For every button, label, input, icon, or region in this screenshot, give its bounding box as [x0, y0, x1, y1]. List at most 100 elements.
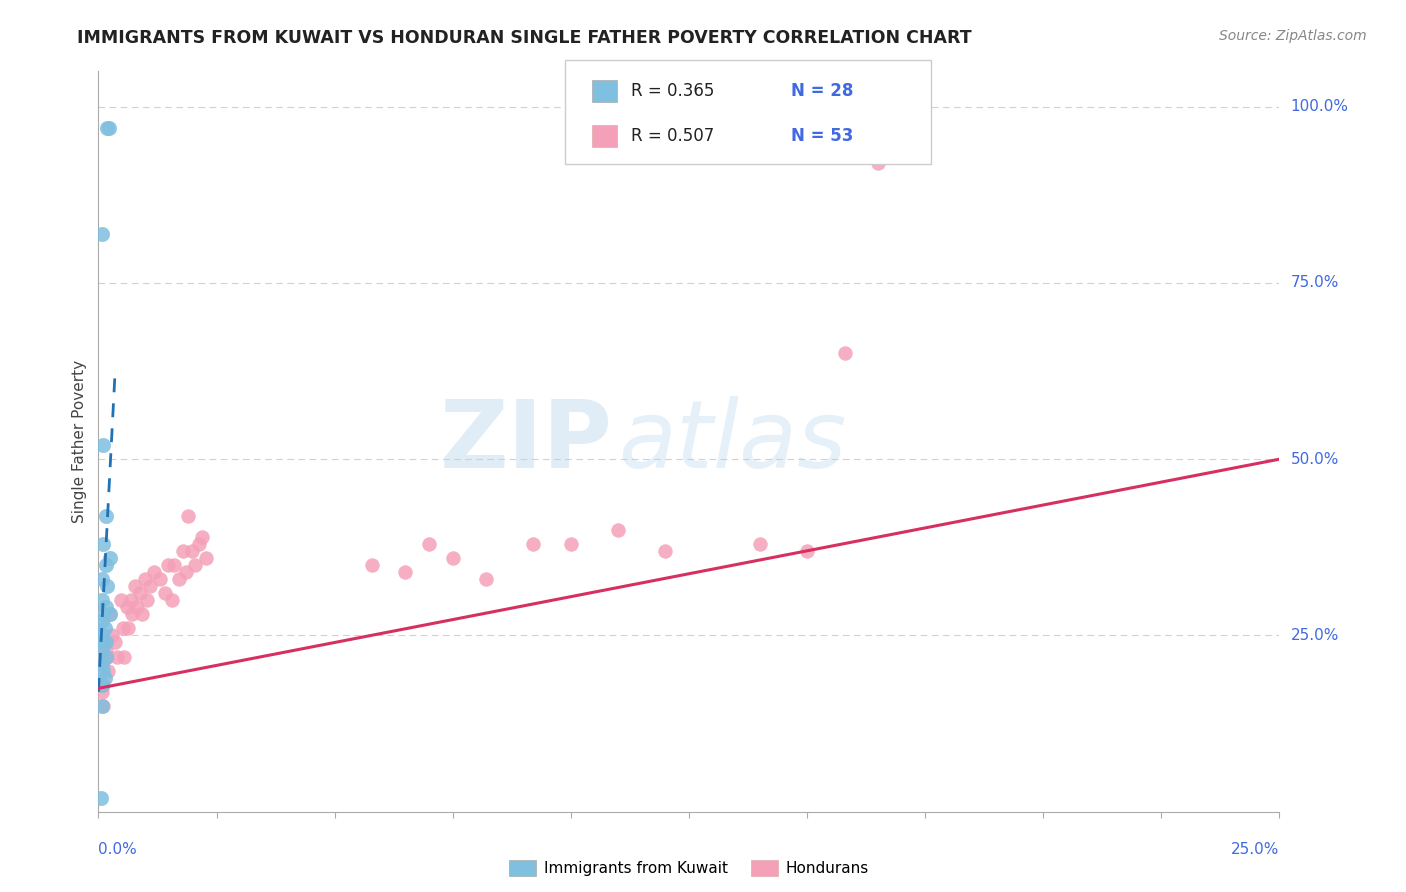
Point — [91, 698, 114, 713]
Point — [94, 558, 117, 572]
Point — [157, 558, 180, 572]
Text: ZIP: ZIP — [439, 395, 612, 488]
Point — [441, 550, 464, 565]
Point — [361, 558, 384, 572]
Point — [131, 607, 153, 622]
Point — [522, 537, 544, 551]
Point — [94, 635, 117, 649]
Y-axis label: Single Father Poverty: Single Father Poverty — [72, 360, 87, 523]
Text: N = 53: N = 53 — [790, 128, 853, 145]
Point — [91, 537, 114, 551]
Point — [98, 550, 121, 565]
Text: N = 28: N = 28 — [790, 82, 853, 100]
Text: 25.0%: 25.0% — [1232, 842, 1279, 857]
Text: 50.0%: 50.0% — [1291, 451, 1339, 467]
Point — [866, 156, 889, 170]
Point — [153, 586, 176, 600]
Point — [143, 565, 166, 579]
Point — [96, 120, 118, 135]
Text: 0.0%: 0.0% — [98, 842, 138, 857]
Point — [181, 544, 204, 558]
Point — [191, 530, 214, 544]
Text: IMMIGRANTS FROM KUWAIT VS HONDURAN SINGLE FATHER POVERTY CORRELATION CHART: IMMIGRANTS FROM KUWAIT VS HONDURAN SINGL… — [77, 29, 972, 46]
Text: 75.0%: 75.0% — [1291, 276, 1339, 291]
Point — [91, 664, 114, 678]
Point — [91, 649, 114, 664]
Point — [607, 523, 630, 537]
Point — [195, 550, 218, 565]
Point — [394, 565, 416, 579]
Point — [91, 678, 114, 692]
Point — [90, 685, 112, 699]
Point — [94, 508, 117, 523]
Text: atlas: atlas — [619, 396, 846, 487]
Legend: Immigrants from Kuwait, Hondurans: Immigrants from Kuwait, Hondurans — [509, 860, 869, 876]
Point — [100, 628, 122, 642]
Point — [91, 642, 114, 657]
Point — [748, 537, 770, 551]
Point — [124, 579, 146, 593]
Bar — [592, 125, 617, 147]
Bar — [592, 79, 617, 102]
Point — [97, 664, 120, 678]
Point — [127, 600, 149, 615]
Point — [104, 635, 127, 649]
Point — [90, 657, 112, 671]
Point — [90, 593, 112, 607]
Point — [105, 649, 128, 664]
Text: Source: ZipAtlas.com: Source: ZipAtlas.com — [1219, 29, 1367, 43]
Point — [91, 607, 114, 622]
Point — [90, 635, 112, 649]
Point — [94, 642, 117, 657]
Text: R = 0.507: R = 0.507 — [631, 128, 714, 145]
Point — [418, 537, 440, 551]
Point — [90, 790, 112, 805]
Point — [149, 572, 172, 586]
Point — [91, 678, 114, 692]
Point — [98, 607, 121, 622]
Point — [121, 607, 143, 622]
Text: R = 0.365: R = 0.365 — [631, 82, 714, 100]
Text: 100.0%: 100.0% — [1291, 99, 1348, 114]
Point — [91, 438, 114, 452]
Point — [112, 649, 135, 664]
Point — [111, 621, 134, 635]
Point — [139, 579, 162, 593]
Point — [91, 572, 114, 586]
Point — [160, 593, 183, 607]
Text: 25.0%: 25.0% — [1291, 628, 1339, 643]
Point — [90, 698, 112, 713]
Point — [174, 565, 197, 579]
Point — [117, 621, 139, 635]
Point — [135, 593, 157, 607]
Point — [796, 544, 818, 558]
Point — [177, 508, 200, 523]
Point — [94, 649, 117, 664]
Point — [98, 607, 121, 622]
FancyBboxPatch shape — [565, 61, 931, 164]
Point — [163, 558, 186, 572]
Point — [96, 579, 118, 593]
Point — [115, 600, 138, 615]
Point — [91, 227, 114, 241]
Point — [475, 572, 498, 586]
Point — [96, 649, 118, 664]
Point — [184, 558, 207, 572]
Point — [94, 671, 117, 685]
Point — [834, 346, 856, 360]
Point — [134, 572, 156, 586]
Point — [110, 593, 132, 607]
Point — [97, 120, 120, 135]
Point — [91, 635, 114, 649]
Point — [560, 537, 582, 551]
Point — [90, 615, 112, 629]
Point — [94, 600, 117, 615]
Point — [654, 544, 676, 558]
Point — [94, 621, 117, 635]
Point — [172, 544, 194, 558]
Point — [167, 572, 190, 586]
Point — [91, 628, 114, 642]
Point — [187, 537, 209, 551]
Point — [120, 593, 142, 607]
Point — [129, 586, 152, 600]
